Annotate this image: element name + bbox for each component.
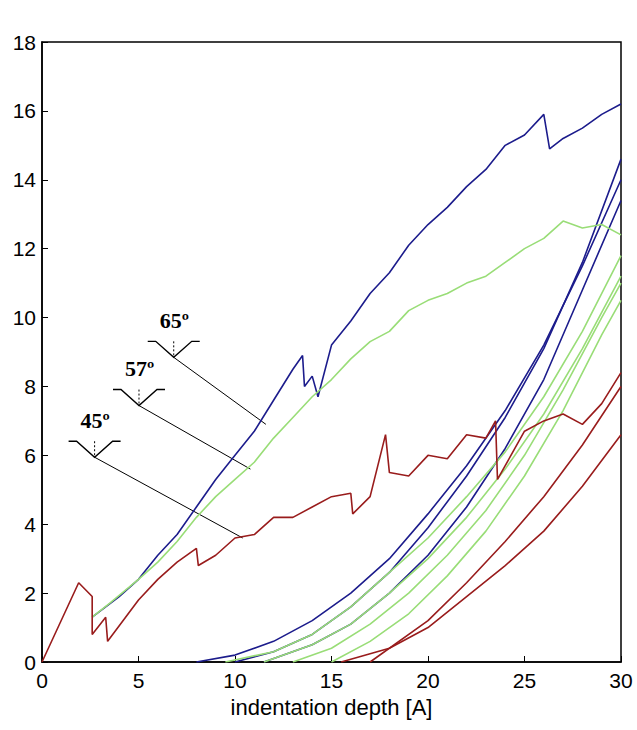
svg-text:2: 2 — [24, 582, 36, 605]
svg-text:indentation depth [A]: indentation depth [A] — [231, 695, 433, 720]
svg-text:10: 10 — [223, 669, 246, 692]
svg-text:12: 12 — [13, 237, 36, 260]
svg-text:16: 16 — [13, 99, 36, 122]
svg-text:18: 18 — [13, 31, 36, 54]
svg-text:14: 14 — [13, 168, 37, 191]
svg-text:4: 4 — [24, 513, 36, 536]
svg-text:57º: 57º — [125, 356, 154, 381]
svg-text:5: 5 — [133, 669, 145, 692]
svg-text:20: 20 — [416, 669, 439, 692]
svg-text:6: 6 — [24, 444, 36, 467]
svg-text:65º: 65º — [160, 308, 189, 333]
svg-text:8: 8 — [24, 375, 36, 398]
svg-text:45º: 45º — [81, 408, 110, 433]
svg-text:15: 15 — [320, 669, 343, 692]
svg-text:10: 10 — [13, 306, 36, 329]
svg-text:30: 30 — [609, 669, 632, 692]
svg-text:25: 25 — [513, 669, 536, 692]
svg-text:0: 0 — [36, 669, 48, 692]
svg-text:0: 0 — [24, 651, 36, 674]
